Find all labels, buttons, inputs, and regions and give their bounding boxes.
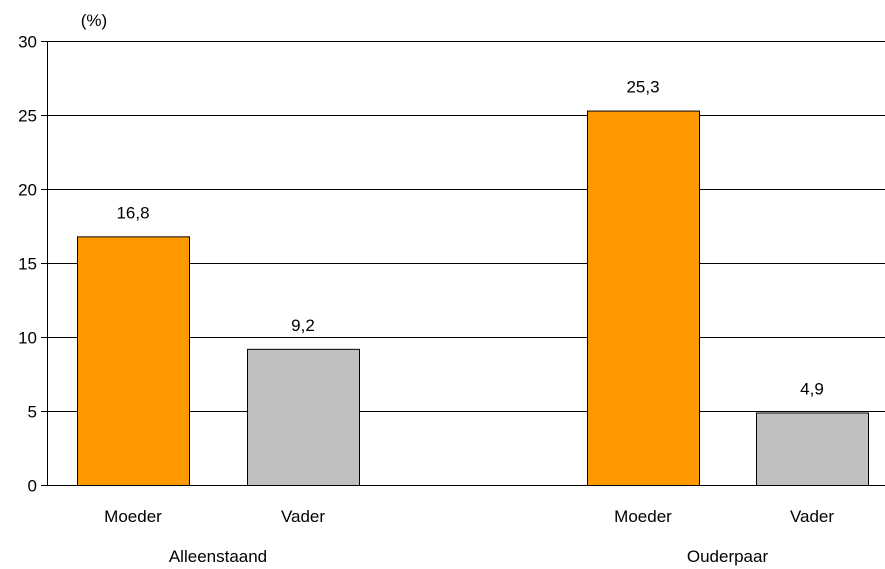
y-tick-label-30: 30: [18, 33, 37, 52]
bar-alleenstaand-vader: [247, 348, 360, 486]
y-tick-label-20: 20: [18, 181, 37, 200]
y-axis: 0 5 10 15 20 25 30: [18, 33, 48, 496]
y-tick-label-15: 15: [18, 255, 37, 274]
group-label-alleenstaand: Alleenstaand: [169, 547, 267, 566]
bar-alleenstaand-moeder: [77, 236, 190, 486]
y-tick-label-25: 25: [18, 107, 37, 126]
bar-ouderpaar-vader: [756, 412, 869, 487]
category-label-alleenstaand-moeder: Moeder: [104, 507, 162, 526]
y-tick-label-5: 5: [28, 403, 37, 422]
category-label-alleenstaand-vader: Vader: [281, 507, 325, 526]
y-tick-label-10: 10: [18, 329, 37, 348]
data-label-ouderpaar-vader: 4,9: [800, 379, 824, 398]
bar-ouderpaar-moeder: [587, 110, 700, 486]
y-axis-unit-label: (%): [81, 11, 107, 30]
group-label-ouderpaar: Ouderpaar: [687, 547, 769, 566]
data-label-ouderpaar-moeder: 25,3: [626, 78, 659, 97]
labels: 16,8 Moeder 9,2 Vader Alleenstaand 25,3 Moeder…: [104, 78, 834, 566]
bars: [77, 110, 869, 487]
category-label-ouderpaar-vader: Vader: [790, 507, 834, 526]
data-label-alleenstaand-moeder: 16,8: [116, 203, 149, 222]
category-label-ouderpaar-moeder: Moeder: [614, 507, 672, 526]
data-label-alleenstaand-vader: 9,2: [291, 316, 315, 335]
y-tick-label-0: 0: [28, 477, 37, 496]
